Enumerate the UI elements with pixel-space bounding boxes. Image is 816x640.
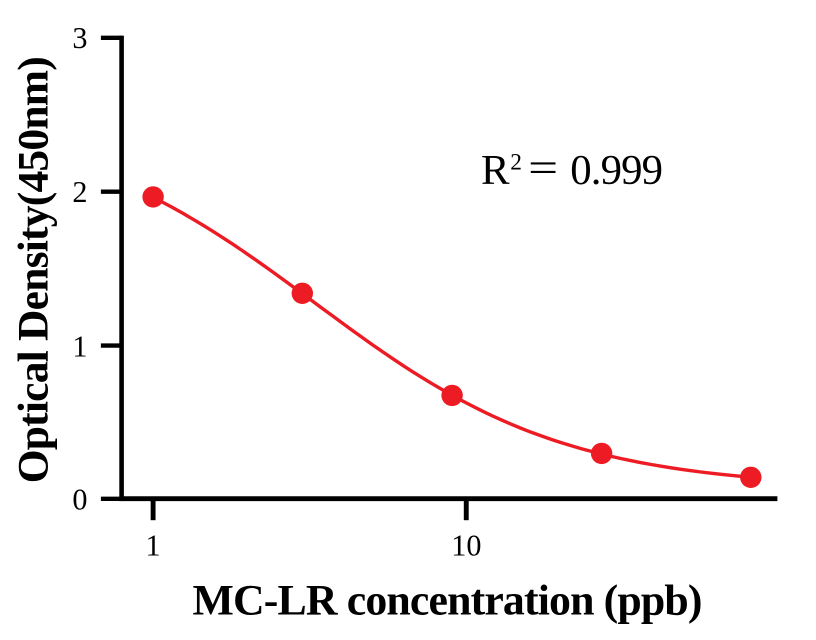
svg-text:1: 1 <box>72 330 87 364</box>
svg-text:10: 10 <box>451 528 481 562</box>
svg-text:R: R <box>481 147 510 194</box>
svg-text:1: 1 <box>146 528 161 562</box>
svg-text:MC-LR concentration (ppb): MC-LR concentration (ppb) <box>193 577 703 625</box>
svg-text:0: 0 <box>72 482 87 516</box>
svg-text:0.999: 0.999 <box>570 147 662 194</box>
svg-text:2: 2 <box>510 149 522 175</box>
svg-text:Optical Density(450nm): Optical Density(450nm) <box>9 56 57 483</box>
svg-text:2: 2 <box>72 175 87 209</box>
svg-text:=: = <box>528 145 558 192</box>
svg-text:3: 3 <box>72 21 87 55</box>
